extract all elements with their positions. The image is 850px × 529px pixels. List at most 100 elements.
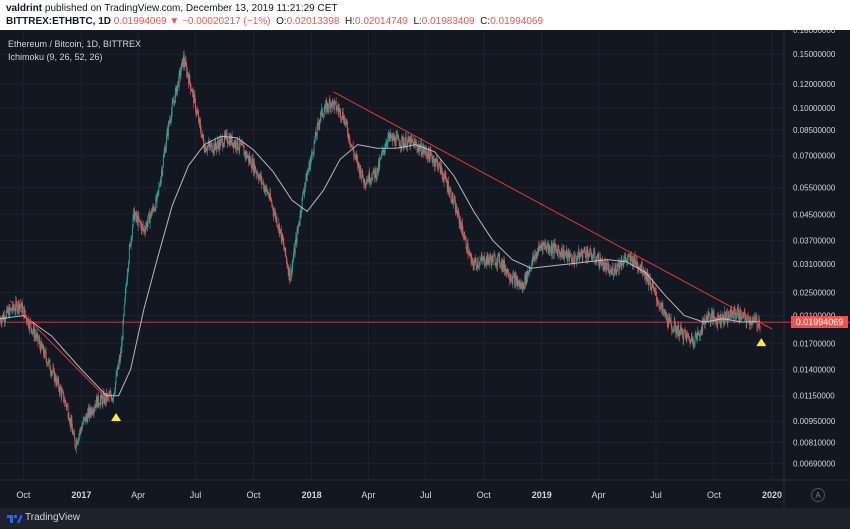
price-chart[interactable]: 0.18000000 0.15000000 0.12000000 0.10000000…: [0, 26, 850, 508]
candle: [407, 140, 408, 147]
candle: [482, 258, 483, 261]
trendline[interactable]: [333, 91, 773, 330]
candle: [22, 307, 24, 308]
candle: [654, 287, 656, 291]
candle: [174, 91, 176, 103]
trendline[interactable]: [9, 300, 111, 402]
candle: [287, 265, 289, 268]
candle: [668, 316, 670, 326]
candle: [442, 173, 444, 179]
candle: [289, 279, 291, 281]
candle: [115, 374, 117, 383]
candle: [563, 249, 565, 259]
candle: [644, 271, 646, 277]
auto-scale-button[interactable]: A: [811, 488, 825, 502]
candle: [620, 265, 622, 267]
candle: [436, 159, 437, 161]
candle: [319, 120, 321, 126]
candle: [711, 313, 712, 319]
candle: [520, 282, 522, 289]
y-tick-label: 0.18000000: [793, 30, 836, 35]
candle: [338, 109, 340, 112]
candle: [608, 264, 610, 273]
candle: [620, 260, 622, 267]
candle: [224, 133, 225, 144]
candle: [700, 327, 702, 335]
candle: [660, 303, 662, 306]
candle: [475, 261, 477, 266]
candle: [220, 138, 222, 140]
candle: [10, 308, 12, 310]
candle: [635, 261, 637, 266]
candle: [296, 229, 298, 243]
candle: [457, 210, 459, 217]
candle: [82, 424, 84, 427]
candle: [290, 270, 292, 276]
candle: [242, 143, 244, 147]
chart-area[interactable]: 0.18000000 0.15000000 0.12000000 0.10000000…: [0, 26, 850, 508]
candle: [410, 137, 412, 141]
candle: [85, 415, 87, 418]
marker-triangle-icon[interactable]: [111, 412, 122, 421]
candle: [705, 315, 707, 320]
candle: [492, 255, 494, 263]
candle: [207, 146, 208, 151]
candle: [557, 250, 559, 256]
candle: [203, 139, 205, 148]
candle: [506, 269, 507, 275]
y-tick-label: 0.03100000: [793, 260, 836, 269]
candle: [79, 433, 80, 436]
candle: [252, 159, 254, 171]
candle: [649, 277, 651, 286]
candle: [14, 309, 16, 311]
candle: [362, 177, 364, 183]
candle: [698, 333, 700, 336]
candle: [608, 272, 610, 273]
tradingview-brand[interactable]: TradingView: [25, 512, 81, 523]
candle: [699, 334, 701, 336]
candle: [256, 173, 258, 175]
candle: [159, 185, 161, 187]
candle: [666, 314, 668, 318]
candle: [418, 145, 420, 152]
candle: [297, 229, 299, 231]
candle: [567, 253, 569, 259]
candle: [461, 222, 463, 231]
candle: [531, 257, 533, 263]
tradingview-logo-icon[interactable]: [6, 512, 22, 524]
candle: [592, 257, 594, 259]
candle: [745, 319, 747, 323]
candle: [68, 419, 70, 422]
candle: [150, 211, 152, 217]
candle: [91, 408, 92, 415]
candle: [321, 108, 323, 111]
candle: [406, 146, 408, 149]
candle: [261, 182, 263, 184]
candle: [81, 426, 83, 431]
legend-indicator[interactable]: Ichimoku (9, 26, 52, 26): [8, 52, 103, 62]
candle: [106, 394, 108, 401]
candle: [557, 249, 559, 256]
ichimoku-line: [0, 135, 761, 397]
candle: [158, 185, 160, 191]
candle: [574, 255, 576, 265]
candle: [650, 285, 652, 291]
candle: [37, 333, 39, 342]
candle: [120, 352, 121, 361]
candle: [198, 114, 200, 123]
candle: [601, 258, 603, 266]
candle: [246, 156, 248, 158]
candle: [151, 211, 153, 216]
candle: [525, 271, 527, 285]
author-name[interactable]: valdrint: [6, 3, 43, 14]
candle: [317, 122, 319, 125]
marker-triangle-icon[interactable]: [756, 338, 767, 347]
candle: [687, 333, 688, 335]
candle: [717, 314, 719, 318]
candle: [192, 90, 194, 92]
candle: [28, 326, 30, 329]
candle: [23, 307, 25, 318]
footer-bar: TradingView: [0, 508, 850, 529]
last-price-tag: 0.01994069: [791, 316, 848, 329]
candle: [704, 319, 705, 322]
